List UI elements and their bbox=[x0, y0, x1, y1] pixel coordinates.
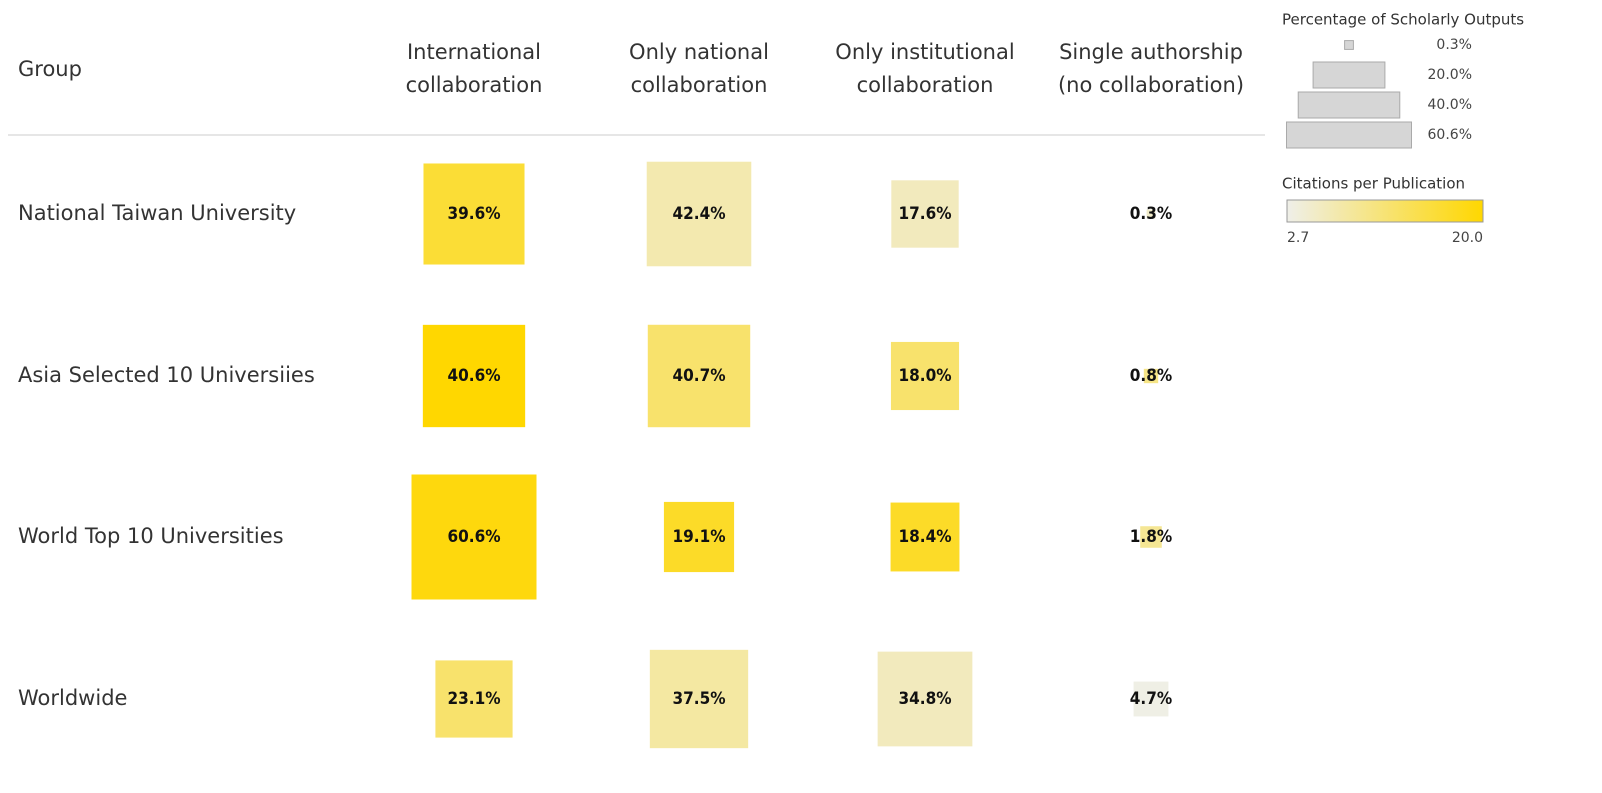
size-legend-label: 40.0% bbox=[1428, 97, 1472, 113]
cell-label: 37.5% bbox=[672, 689, 725, 709]
cell-square bbox=[1143, 368, 1159, 384]
color-legend-title: Citations per Publication bbox=[1282, 175, 1465, 193]
cell-label: 40.6% bbox=[447, 366, 500, 386]
cell-square bbox=[1140, 526, 1162, 548]
cell-label: 19.1% bbox=[672, 527, 725, 547]
size-legend-mark bbox=[1297, 91, 1401, 119]
size-legend-mark bbox=[1286, 121, 1412, 149]
cell-label: 0.8% bbox=[1130, 366, 1172, 386]
cell-square bbox=[891, 180, 959, 248]
cell-label: 40.7% bbox=[672, 366, 725, 386]
column-header: Only national bbox=[629, 40, 769, 64]
cell-square bbox=[435, 660, 513, 738]
column-header: collaboration bbox=[406, 73, 543, 97]
cell-label: 17.6% bbox=[898, 204, 951, 224]
cell-label: 60.6% bbox=[447, 527, 500, 547]
row-label: Worldwide bbox=[18, 686, 127, 710]
cell-square bbox=[423, 163, 525, 265]
cell-label: 34.8% bbox=[898, 689, 951, 709]
color-legend-tick: 20.0 bbox=[1452, 230, 1483, 246]
color-legend-tick: 2.7 bbox=[1287, 230, 1309, 246]
cell-label: 0.3% bbox=[1130, 204, 1172, 224]
size-legend-label: 60.6% bbox=[1428, 127, 1472, 143]
cell-label: 4.7% bbox=[1130, 689, 1172, 709]
cell-square bbox=[890, 341, 960, 411]
column-header: International bbox=[407, 40, 541, 64]
cell-square bbox=[422, 324, 526, 428]
row-label: National Taiwan University bbox=[18, 201, 296, 225]
cell-square bbox=[647, 324, 751, 428]
column-header: (no collaboration) bbox=[1058, 73, 1244, 97]
column-header: Only institutional bbox=[835, 40, 1014, 64]
cell-square bbox=[877, 651, 973, 747]
column-header: Single authorship bbox=[1059, 40, 1243, 64]
color-legend-bar bbox=[1286, 199, 1484, 223]
size-legend-label: 20.0% bbox=[1428, 67, 1472, 83]
column-header: collaboration bbox=[857, 73, 994, 97]
cell-label: 23.1% bbox=[447, 689, 500, 709]
cell-label: 18.4% bbox=[898, 527, 951, 547]
size-legend-label: 0.3% bbox=[1436, 37, 1472, 53]
cell-square bbox=[649, 649, 749, 749]
row-header: Group bbox=[18, 57, 82, 81]
cell-square bbox=[646, 161, 752, 267]
cell-label: 42.4% bbox=[672, 204, 725, 224]
row-label: World Top 10 Universities bbox=[18, 524, 284, 548]
cell-label: 1.8% bbox=[1130, 527, 1172, 547]
size-legend-mark bbox=[1344, 40, 1354, 50]
cell-square bbox=[1133, 681, 1169, 717]
cell-square bbox=[411, 474, 537, 600]
row-label: Asia Selected 10 Universiies bbox=[18, 363, 315, 387]
column-header: collaboration bbox=[631, 73, 768, 97]
cell-square bbox=[663, 501, 735, 573]
size-legend-title: Percentage of Scholarly Outputs bbox=[1282, 11, 1524, 29]
size-legend-mark bbox=[1312, 61, 1386, 89]
cell-square bbox=[890, 502, 960, 572]
cell-square bbox=[1146, 209, 1156, 219]
cell-label: 39.6% bbox=[447, 204, 500, 224]
cell-label: 18.0% bbox=[898, 366, 951, 386]
